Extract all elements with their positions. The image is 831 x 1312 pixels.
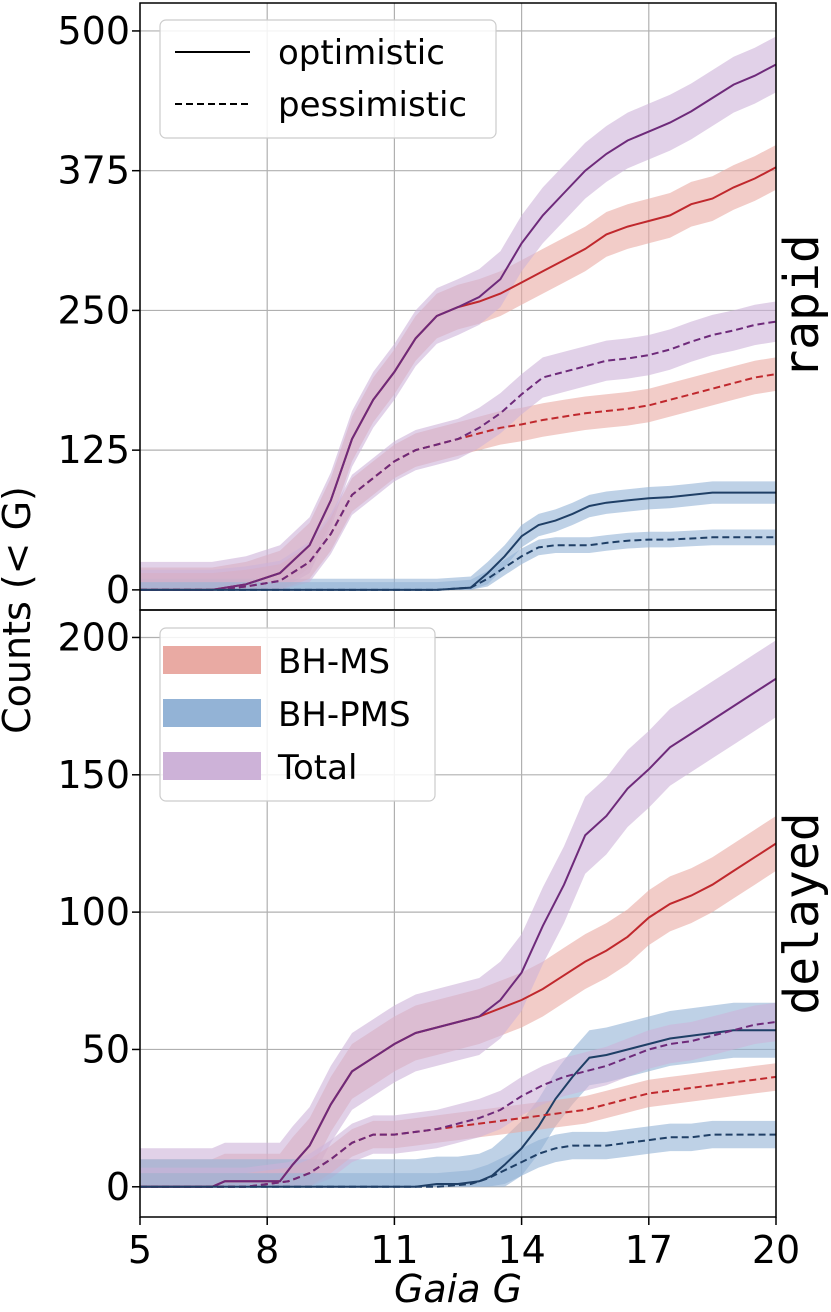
line-total-pessimistic: [140, 320, 777, 591]
line-total-optimistic: [140, 63, 777, 591]
legend-line-style: optimistic pessimistic: [159, 19, 497, 139]
y-tick-label: 500: [57, 9, 130, 53]
line-bh-pms-optimistic: [140, 1029, 776, 1188]
y-tick-label: 200: [57, 615, 130, 659]
y-tick-label: 250: [57, 288, 130, 332]
x-tick-label: 11: [370, 1228, 418, 1272]
y-tick-label: 125: [57, 428, 130, 472]
legend-swatch-bh-ms: [163, 646, 261, 674]
y-tick-label: 50: [82, 1027, 130, 1071]
panel-frame: [139, 609, 777, 1218]
y-tick-label: 375: [57, 149, 130, 193]
band-total-optimistic: [140, 640, 776, 1187]
band-total-pessimistic: [140, 301, 776, 590]
y-tick-label: 100: [57, 890, 130, 934]
panel-label-delayed: delayed: [774, 812, 830, 1014]
x-axis-label: Gaia G: [394, 1267, 522, 1311]
y-tick-label: 150: [57, 753, 130, 797]
legend-swatch-bh-pms: [163, 699, 261, 727]
band-total-pessimistic: [140, 1002, 776, 1187]
band-bh-pms-optimistic: [140, 481, 776, 590]
line-total-pessimistic: [140, 1021, 777, 1188]
band-bh-ms-pessimistic: [140, 357, 776, 590]
band-total-optimistic: [140, 36, 776, 590]
line-bh-pms-pessimistic: [140, 536, 776, 591]
x-tick-label: 20: [752, 1228, 800, 1272]
legend-swatch-total: [163, 752, 261, 780]
legend-label-bh-ms: BH-MS: [278, 642, 390, 682]
legend-label-bh-pms: BH-PMS: [278, 695, 411, 735]
panel-delayed: 0 50 100 150 200 delayed: [57, 609, 830, 1218]
line-bh-pms-pessimistic: [140, 1133, 776, 1188]
legend-label-total: Total: [277, 748, 357, 788]
x-tick-label: 8: [255, 1228, 279, 1272]
legend-optimistic-label: optimistic: [278, 33, 445, 73]
legend-pessimistic-label: pessimistic: [278, 85, 467, 125]
y-tick-label: 0: [106, 568, 130, 612]
x-tick-label: 14: [497, 1228, 545, 1272]
band-bh-pms-pessimistic: [140, 1120, 776, 1187]
y-axis-label: Counts (< G): [0, 486, 39, 734]
line-total-optimistic: [140, 677, 777, 1188]
x-tick-label: 17: [625, 1228, 673, 1272]
line-bh-pms-optimistic: [140, 491, 776, 591]
panel-label-rapid: rapid: [774, 234, 830, 379]
panel-rapid: 0 125 250 375 500 rapid: [57, 2, 830, 612]
legend-frame: [159, 19, 497, 139]
band-bh-pms-pessimistic: [140, 529, 776, 590]
x-tick-label: 5: [128, 1228, 152, 1272]
y-tick-label: 0: [106, 1165, 130, 1209]
band-bh-ms-optimistic: [140, 145, 776, 590]
legend-bands: BH-MS BH-PMS Total: [159, 627, 436, 802]
